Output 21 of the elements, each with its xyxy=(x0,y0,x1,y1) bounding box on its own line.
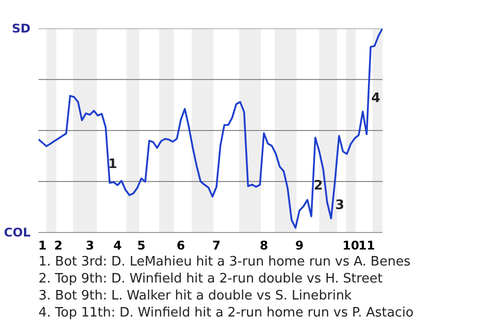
text: 2. Top 9th: D. Winfield hit a 2-run double vs H. Street xyxy=(38,272,383,286)
x-tick-label: 10 xyxy=(342,238,360,252)
x-tick-label: 3 xyxy=(86,238,94,252)
x-tick-label: 11 xyxy=(358,238,376,252)
x-tick-label: 8 xyxy=(260,238,268,252)
x-tick-label: 5 xyxy=(137,238,146,252)
text: 3. Bot 9th: L. Walker hit a double vs S. Linebrink xyxy=(38,288,352,304)
text: COL xyxy=(4,226,31,240)
text: 4. Top 11th: D. Winfield hit a 2-run home run vs P. Astacio xyxy=(38,306,414,320)
x-tick-label: 9 xyxy=(295,238,304,252)
x-tick-label: 1 xyxy=(38,238,47,252)
text: 1. Bot 3rd: D. LeMahieu hit a 3-run home run vs A. Benes xyxy=(38,254,411,270)
x-tick-label: 7 xyxy=(212,238,221,252)
x-tick-label: 6 xyxy=(176,238,186,252)
annotation: 2 xyxy=(314,178,323,194)
text: SD xyxy=(12,22,31,36)
annotation: 1 xyxy=(108,157,118,172)
x-tick-label: 2 xyxy=(54,238,62,252)
annotation: 4 xyxy=(371,90,380,106)
x-tick-label: 4 xyxy=(113,238,122,252)
annotation: 3 xyxy=(335,198,344,213)
